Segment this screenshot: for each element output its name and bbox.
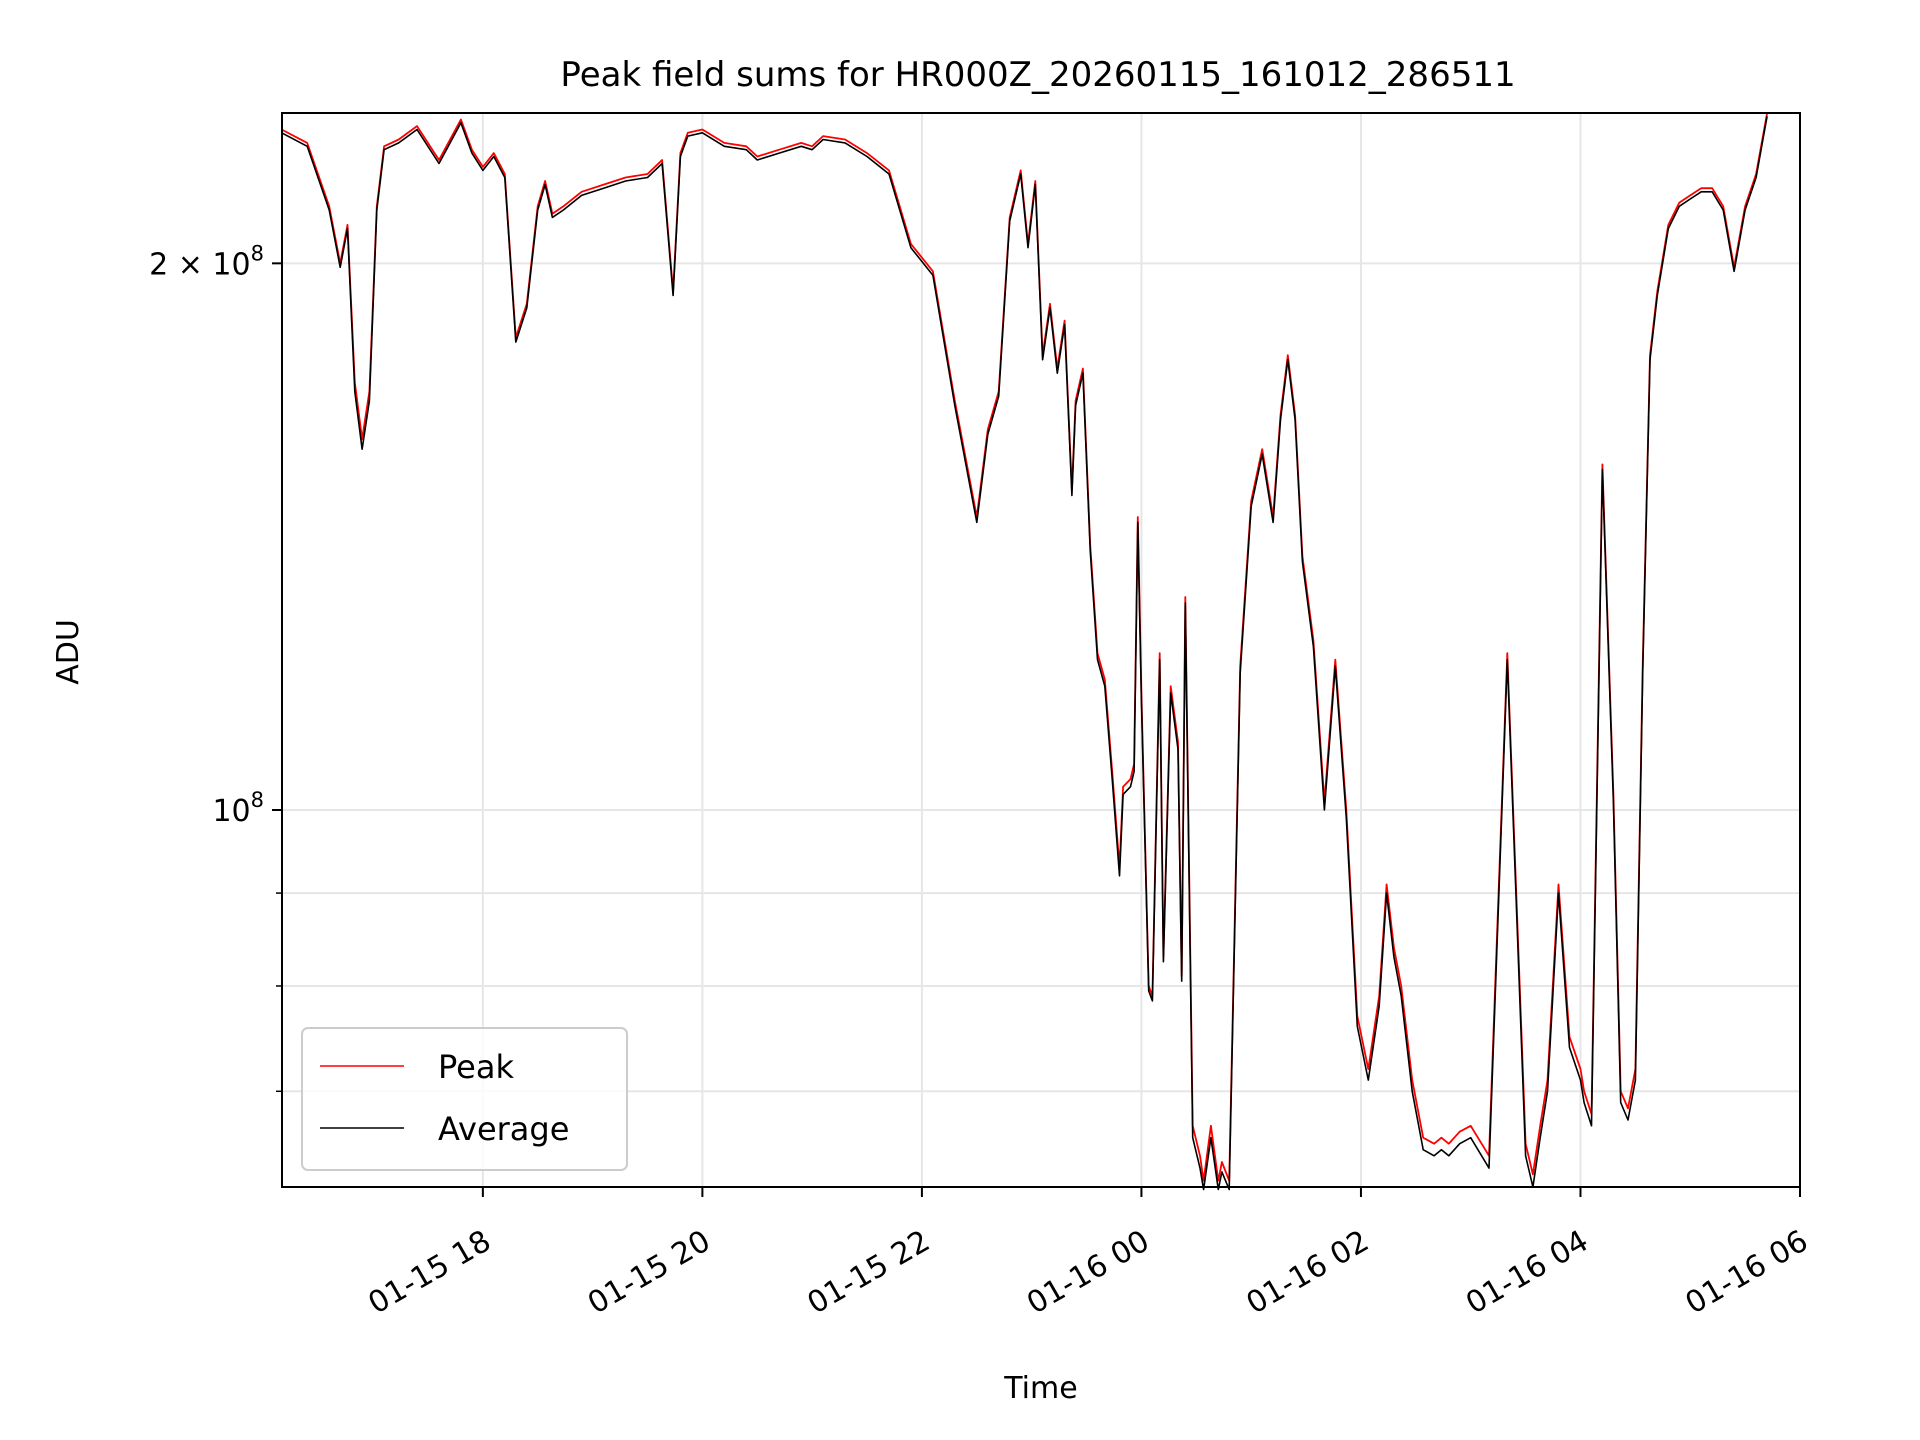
y-axis-label: ADU [51, 619, 86, 685]
y-axis-ticks: 108 2 × 108 [149, 241, 282, 1093]
x-axis-label: Time [1003, 1371, 1077, 1406]
chart-title: Peak field sums for HR000Z_20260115_1610… [560, 55, 1515, 95]
y-tick-label: 108 [212, 788, 264, 829]
plot-lines [281, 112, 1768, 1191]
legend: Peak Average [301, 1027, 628, 1171]
legend-box [301, 1027, 628, 1171]
series-line-average [281, 116, 1768, 1191]
y-tick-label: 2 × 108 [149, 241, 264, 282]
grid-lines [282, 113, 1801, 1187]
legend-label-peak: Peak [438, 1048, 514, 1086]
plot-frame [281, 112, 1801, 1188]
legend-label-average: Average [438, 1110, 569, 1148]
